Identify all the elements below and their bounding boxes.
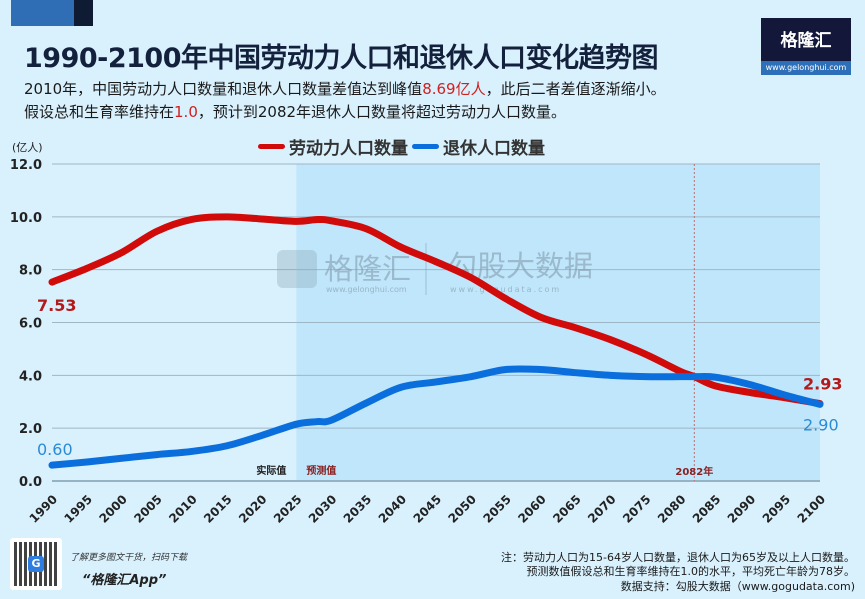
logo-name: 格隆汇 [780, 31, 832, 51]
subtitle-text: ，此后二者差值逐渐缩小。 [485, 80, 666, 98]
x-tick-label: 2065 [550, 492, 584, 526]
peak-gap-highlight: 8.69亿人 [422, 80, 486, 98]
y-tick-label: 10.0 [10, 211, 42, 226]
y-tick-label: 2.0 [19, 422, 42, 437]
qr-app-name: “格隆汇App” [82, 573, 167, 588]
label-retired-end: 2.90 [803, 415, 839, 434]
forecast-label: 预测值 [306, 464, 336, 477]
subtitle-line-2: 假设总和生育率维持在1.0，预计到2082年退休人口数量将超过劳动力人口数量。 [24, 101, 566, 122]
note-assumption: 预测数值假设总和生育率维持在1.0的水平，平均死亡年龄为78岁。 [526, 565, 856, 578]
y-tick-label: 6.0 [19, 317, 42, 332]
subtitle-text: 假设总和生育率维持在 [24, 103, 175, 121]
subtitle-text: ，预计到2082年退休人口数量将超过劳动力人口数量。 [197, 103, 567, 121]
x-tick-label: 2010 [166, 492, 200, 526]
legend-swatch-labor [258, 144, 285, 149]
legend-label-retired: 退休人口数量 [443, 139, 545, 159]
x-tick-label: 2035 [341, 492, 375, 526]
note-data-source: 数据支持：勾股大数据（www.gogudata.com) [620, 580, 855, 593]
logo-url: www.gelonghui.com [761, 61, 851, 75]
x-tick-label: 2045 [411, 492, 445, 526]
actual-label: 实际值 [256, 464, 286, 477]
x-tick-label: 2095 [760, 492, 794, 526]
fertility-highlight: 1.0 [174, 103, 198, 121]
note-definition: 注：劳动力人口为15-64岁人口数量，退休人口为65岁及以上人口数量。 [501, 551, 855, 564]
y-tick-label: 8.0 [19, 264, 42, 279]
subtitle-text: 2010年，中国劳动力人口数量和退休人口数量差值达到峰值 [24, 80, 423, 98]
watermark-g-icon [277, 250, 317, 288]
x-tick-label: 2060 [515, 492, 549, 526]
x-tick-label: 2075 [620, 492, 654, 526]
y-axis-unit: (亿人) [12, 141, 43, 154]
x-tick-label: 2050 [446, 492, 480, 526]
x-tick-label: 2090 [725, 492, 759, 526]
gelonghui-logo: 格隆汇 www.gelonghui.com [761, 18, 851, 75]
decor-bar-navy [74, 0, 93, 26]
x-tick-label: 2015 [201, 492, 235, 526]
x-tick-label: 2040 [376, 492, 410, 526]
watermark-brand1: 格隆汇 [324, 252, 411, 286]
label-labor-end: 2.93 [803, 375, 842, 394]
x-tick-label: 2000 [96, 492, 130, 526]
chart-legend: 劳动力人口数量 退休人口数量 [258, 134, 549, 159]
x-tick-label: 2080 [655, 492, 689, 526]
label-labor-start: 7.53 [37, 296, 76, 315]
x-tick-label: 2100 [795, 492, 829, 526]
x-tick-label: 2055 [480, 492, 514, 526]
watermark-brand1-url: www.gelonghui.com [326, 285, 407, 294]
x-tick-label: 2085 [690, 492, 724, 526]
page-title: 1990-2100年中国劳动力人口和退休人口变化趋势图 [24, 43, 659, 74]
x-tick-label: 2030 [306, 492, 340, 526]
subtitle-line-1: 2010年，中国劳动力人口数量和退休人口数量差值达到峰值8.69亿人，此后二者差… [24, 78, 666, 99]
x-tick-label: 2005 [131, 492, 165, 526]
qr-code[interactable]: G [10, 538, 62, 590]
y-tick-label: 4.0 [19, 369, 42, 384]
qr-pattern [14, 542, 58, 586]
decor-bar-blue [11, 0, 74, 26]
y-tick-label: 0.0 [19, 475, 42, 490]
qr-app-icon: G [28, 556, 44, 572]
watermark-brand2-url: www.gogudata.com [450, 285, 561, 294]
legend-swatch-retired [412, 144, 439, 149]
x-tick-label: 1990 [27, 492, 61, 526]
qr-caption: 了解更多图文干货，扫码下载 [70, 553, 188, 563]
crossover-label: 2082年 [675, 465, 713, 478]
legend-item-labor: 劳动力人口数量 [258, 134, 408, 159]
x-tick-label: 2070 [585, 492, 619, 526]
y-tick-label: 12.0 [10, 158, 42, 173]
legend-label-labor: 劳动力人口数量 [289, 139, 408, 159]
x-tick-label: 2025 [271, 492, 305, 526]
x-tick-label: 1995 [62, 492, 96, 526]
x-tick-label: 2020 [236, 492, 270, 526]
label-retired-start: 0.60 [37, 440, 73, 459]
legend-item-retired: 退休人口数量 [412, 134, 545, 159]
